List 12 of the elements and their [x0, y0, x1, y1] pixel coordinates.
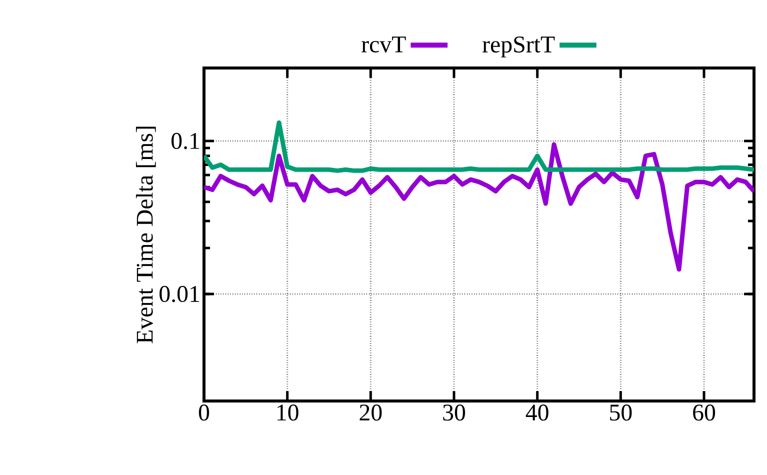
x-tick-label: 60 [693, 404, 716, 421]
y-tick-label: 0.01 [160, 286, 200, 302]
legend-label: repSrtT [482, 36, 555, 58]
y-axis-title: Event Time Delta [ms] [136, 126, 156, 344]
x-tick-label: 30 [443, 404, 466, 421]
x-tick-label: 20 [360, 404, 382, 421]
x-tick-label: 40 [526, 404, 548, 421]
y-tick-label: 0.1 [172, 132, 200, 150]
x-tick-label: 0 [198, 404, 210, 421]
x-tick-label: 50 [610, 404, 632, 421]
legend-label: rcvT [362, 36, 406, 52]
x-tick-label: 10 [277, 404, 298, 421]
